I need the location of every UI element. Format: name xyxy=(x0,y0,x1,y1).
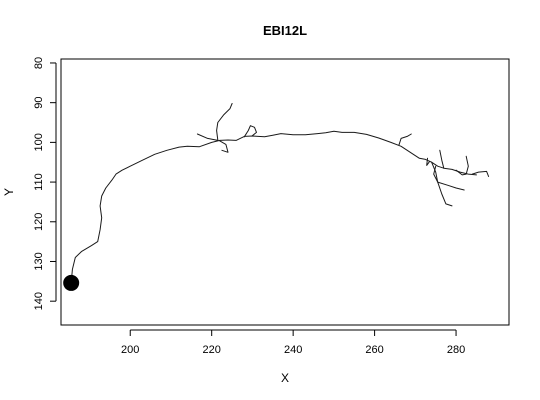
y-tick-label: 120 xyxy=(33,213,45,231)
y-tick-label: 100 xyxy=(33,133,45,151)
y-tick-label: 110 xyxy=(33,173,45,191)
neurite-segment xyxy=(455,155,469,176)
plot-area-frame xyxy=(60,58,510,326)
y-tick-label: 80 xyxy=(33,57,45,69)
x-tick-label: 220 xyxy=(203,344,221,356)
x-axis: 200 220 240 260 280 xyxy=(121,329,465,356)
soma-marker xyxy=(63,274,80,291)
neurite-segment xyxy=(471,170,490,177)
neurite-segment xyxy=(439,149,445,169)
x-tick-label: 240 xyxy=(284,344,302,356)
neurite-segment xyxy=(433,165,465,191)
neurite-segment xyxy=(398,133,412,146)
y-axis: 80 90 100 110 120 130 140 xyxy=(33,57,57,310)
neurite-segment xyxy=(70,130,477,284)
neurite-segment xyxy=(218,139,229,153)
y-tick-label: 130 xyxy=(33,252,45,270)
x-tick-label: 260 xyxy=(365,344,383,356)
y-axis-label: Y xyxy=(2,188,16,196)
soma-layer xyxy=(63,274,80,291)
neurite-traces xyxy=(70,103,490,284)
chart-title: EBI12L xyxy=(263,23,307,38)
neurite-segment xyxy=(426,157,431,166)
neurite-segment xyxy=(243,125,257,138)
x-tick-label: 200 xyxy=(121,344,139,356)
y-tick-label: 140 xyxy=(33,292,45,310)
y-tick-label: 90 xyxy=(33,97,45,109)
x-axis-label: X xyxy=(281,371,289,385)
neurite-segment xyxy=(216,103,233,141)
x-tick-label: 280 xyxy=(447,344,465,356)
neurite-segment xyxy=(196,133,219,141)
